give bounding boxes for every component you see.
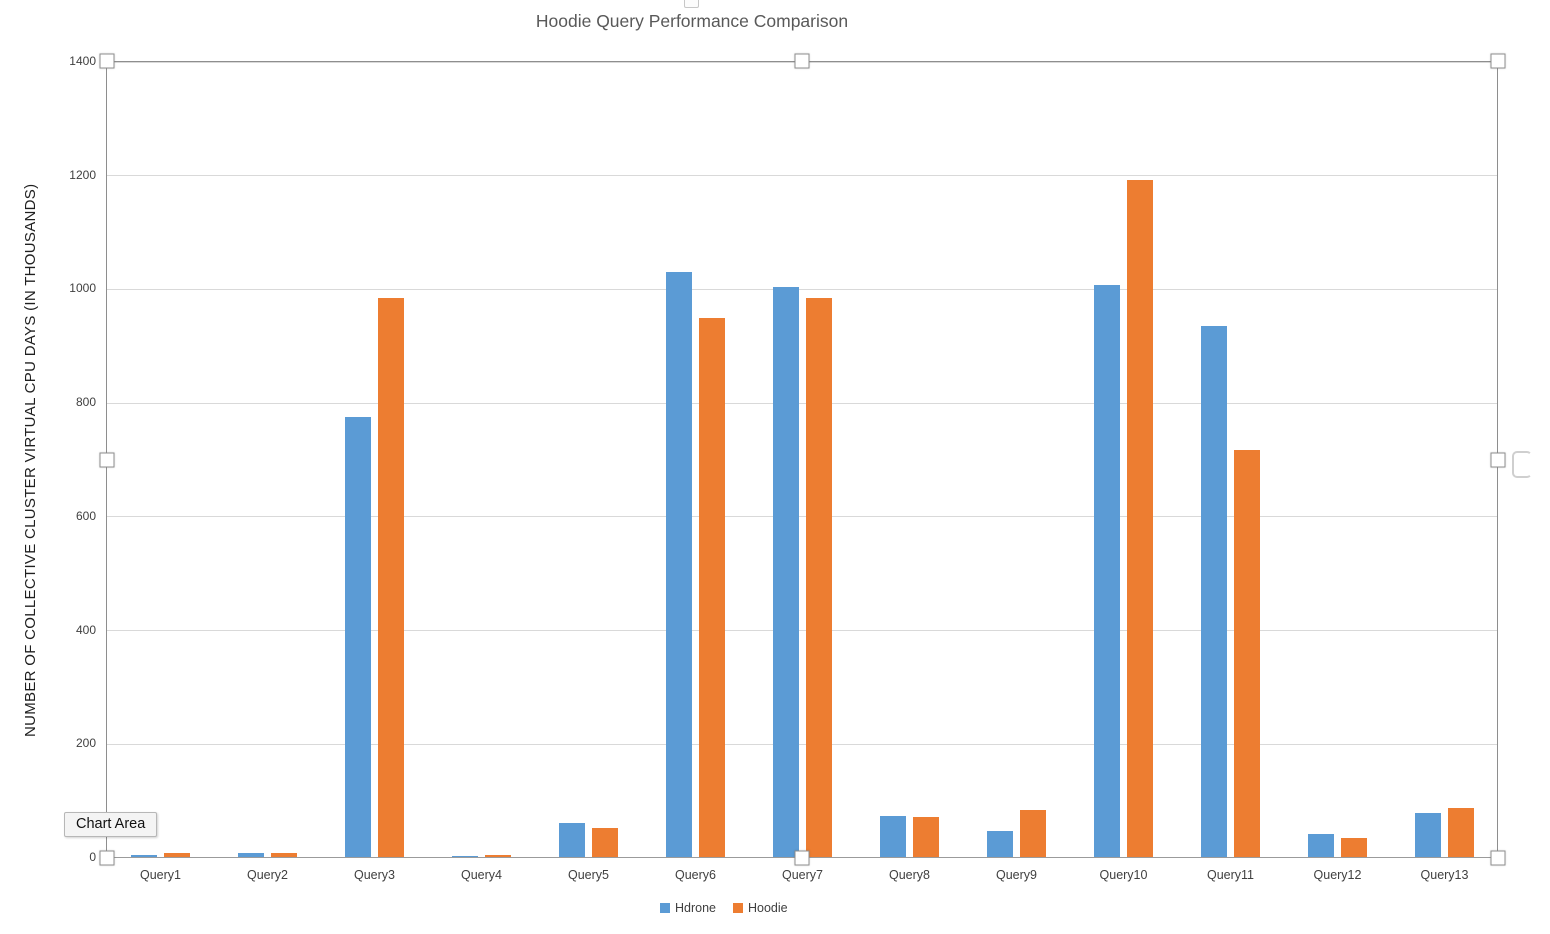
x-tick-label-query1: Query1 <box>140 868 181 882</box>
bar-hdrone-query7[interactable] <box>773 286 799 858</box>
selection-handle-bottom-left[interactable] <box>99 850 115 866</box>
bar-hoodie-query12[interactable] <box>1341 838 1367 858</box>
gridline-800 <box>107 402 1498 404</box>
gridline-600 <box>107 516 1498 518</box>
y-tick-label-1200: 1200 <box>69 167 96 182</box>
bar-hdrone-query4[interactable] <box>452 855 478 858</box>
bar-hoodie-query8[interactable] <box>913 817 939 858</box>
y-tick-label-800: 800 <box>75 395 96 410</box>
x-tick-label-query9: Query9 <box>996 868 1037 882</box>
gridline-200 <box>107 743 1498 745</box>
x-tick-label-query5: Query5 <box>568 868 609 882</box>
x-tick-label-query13: Query13 <box>1420 868 1469 882</box>
y-tick-label-600: 600 <box>75 508 96 523</box>
bar-hoodie-query4[interactable] <box>485 855 511 858</box>
bar-hoodie-query10[interactable] <box>1127 180 1153 858</box>
bar-hdrone-query10[interactable] <box>1094 284 1120 858</box>
bar-hoodie-query2[interactable] <box>271 852 297 858</box>
selection-handle-bottom-right[interactable] <box>1490 850 1506 866</box>
plot-area[interactable] <box>107 61 1498 858</box>
x-tick-label-query6: Query6 <box>675 868 716 882</box>
bar-hdrone-query3[interactable] <box>345 417 371 858</box>
bar-hdrone-query11[interactable] <box>1201 326 1227 858</box>
legend-label-hoodie: Hoodie <box>748 901 788 915</box>
gridline-1000 <box>107 288 1498 290</box>
x-tick-label-query11: Query11 <box>1206 868 1254 882</box>
bar-hoodie-query13[interactable] <box>1448 807 1474 858</box>
selection-handle-top-left[interactable] <box>99 53 115 69</box>
gridline-400 <box>107 630 1498 632</box>
selection-handle-mid-right[interactable] <box>1490 452 1506 468</box>
selection-handle-mid-left[interactable] <box>99 452 115 468</box>
x-tick-label-query3: Query3 <box>354 868 395 882</box>
bar-hoodie-query11[interactable] <box>1234 449 1260 858</box>
y-tick-label-0: 0 <box>89 850 96 864</box>
bar-hoodie-query3[interactable] <box>378 297 404 858</box>
bar-hdrone-query8[interactable] <box>880 816 906 858</box>
bar-hoodie-query1[interactable] <box>164 852 190 858</box>
bar-hoodie-query5[interactable] <box>592 828 618 858</box>
x-tick-label-query4: Query4 <box>461 868 502 882</box>
legend-swatch-hdrone <box>660 903 670 913</box>
bar-hdrone-query13[interactable] <box>1415 812 1441 858</box>
chart-area-tooltip: Chart Area <box>64 812 158 837</box>
y-tick-label-1400: 1400 <box>69 54 96 68</box>
bar-hdrone-query2[interactable] <box>238 852 264 858</box>
x-tick-label-query10: Query10 <box>1099 868 1148 882</box>
chart-frame-fragment <box>1512 451 1532 478</box>
y-tick-label-1000: 1000 <box>69 281 96 296</box>
bar-hdrone-query9[interactable] <box>987 830 1013 858</box>
x-tick-label-query7: Query7 <box>782 868 823 882</box>
x-tick-label-query12: Query12 <box>1313 868 1362 882</box>
x-tick-label-query2: Query2 <box>247 868 288 882</box>
legend-item-hoodie[interactable]: Hoodie <box>733 901 788 915</box>
gridline-1200 <box>107 175 1498 177</box>
selection-handle-top-center[interactable] <box>794 53 810 69</box>
bar-hoodie-query7[interactable] <box>806 297 832 858</box>
bar-hdrone-query1[interactable] <box>131 855 157 858</box>
bar-hdrone-query5[interactable] <box>559 822 585 858</box>
legend[interactable]: Hdrone Hoodie <box>660 901 788 915</box>
legend-label-hdrone: Hdrone <box>675 901 716 915</box>
bar-hdrone-query6[interactable] <box>666 272 692 858</box>
selection-handle-top-right[interactable] <box>1490 53 1506 69</box>
selection-handle-bottom-center[interactable] <box>794 850 810 866</box>
x-tick-label-query8: Query8 <box>889 868 930 882</box>
legend-swatch-hoodie <box>733 903 743 913</box>
bar-hoodie-query6[interactable] <box>699 317 725 858</box>
bar-hoodie-query9[interactable] <box>1020 809 1046 858</box>
chart-object-top-handle[interactable] <box>684 0 699 8</box>
bar-hdrone-query12[interactable] <box>1308 834 1334 858</box>
y-tick-label-400: 400 <box>75 622 96 637</box>
chart-title[interactable]: Hoodie Query Performance Comparison <box>535 11 849 31</box>
legend-item-hdrone[interactable]: Hdrone <box>660 901 716 915</box>
y-tick-label-200: 200 <box>75 736 96 751</box>
